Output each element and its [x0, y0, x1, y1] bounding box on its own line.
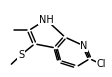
Text: S: S — [18, 50, 24, 60]
Text: Cl: Cl — [96, 59, 106, 69]
Text: N: N — [80, 41, 88, 51]
Text: NH: NH — [39, 15, 53, 25]
